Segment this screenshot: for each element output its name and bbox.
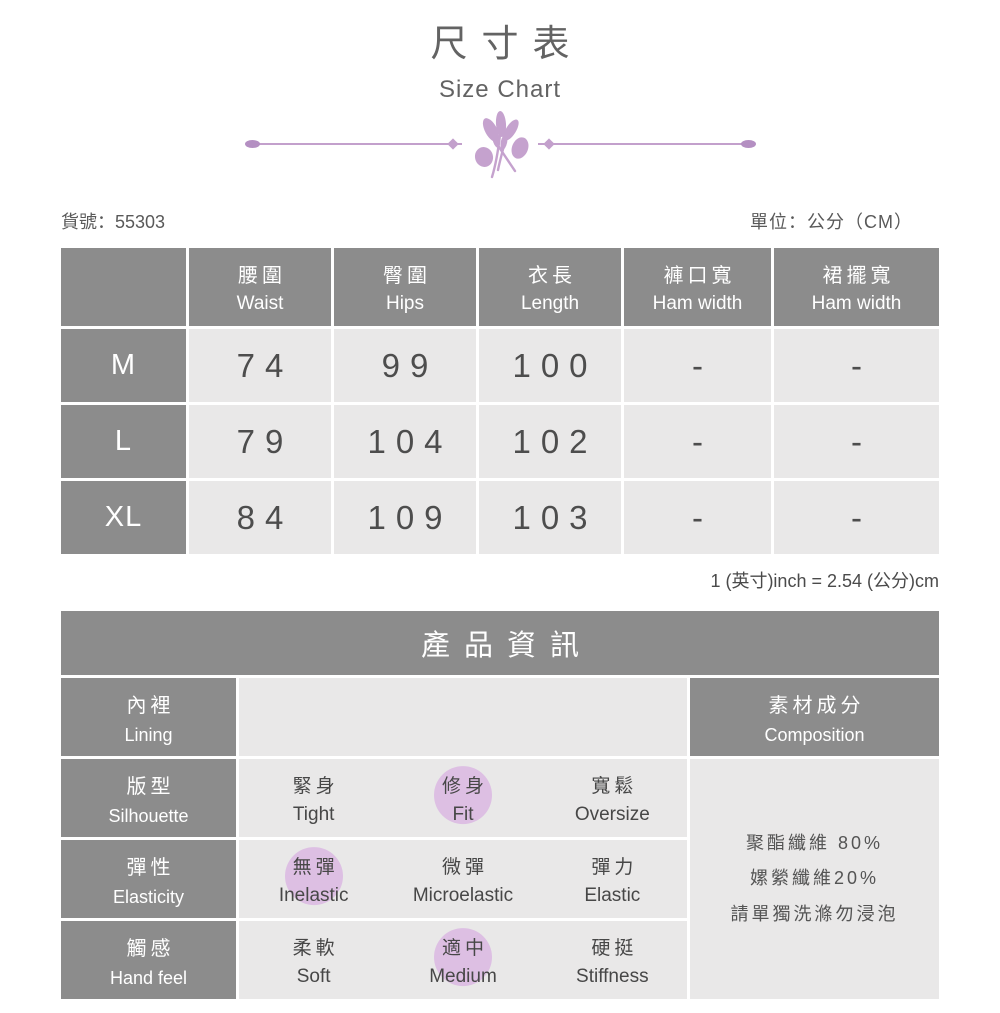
composition-content: 聚酯纖維 80% 嫘縈纖維20% 請單獨洗滌勿浸泡 — [690, 759, 939, 999]
corner-header-cell — [61, 248, 186, 326]
iris-flower-icon — [462, 109, 538, 181]
option-inelastic: 無彈 Inelastic — [239, 840, 388, 918]
divider-end-dot-left — [244, 140, 260, 148]
option-oversize: 寬鬆 Oversize — [574, 775, 650, 825]
item-number: 貨號：55303 — [61, 212, 166, 232]
option-medium: 適中 Medium — [388, 921, 537, 999]
inch-cm-conversion-note: 1 (英寸)inch = 2.54 (公分)cm — [710, 571, 939, 591]
product-info-table: 內裡 Lining 素材成分 Composition 聚酯纖維 80% 嫘縈纖維… — [61, 678, 939, 999]
size-row-label-m: M — [61, 329, 186, 402]
composition-line: 聚酯纖維 80% — [745, 833, 884, 854]
divider-end-dot-right — [740, 140, 756, 148]
option-tight: 緊身 Tight — [292, 775, 339, 825]
page-subtitle: Size Chart — [438, 76, 562, 103]
meta-row: 貨號：55303 單位：公分（CM） — [61, 208, 939, 234]
lining-empty-cell — [239, 678, 687, 756]
row-label-elasticity: 彈性 Elasticity — [61, 840, 236, 918]
elasticity-options: 無彈 Inelastic 微彈 Microelastic 彈力 Elastic — [239, 840, 687, 918]
product-info-header: 產品資訊 — [61, 611, 939, 675]
col-header-waist: 腰圍 Waist — [189, 248, 331, 326]
table-cell: - — [774, 329, 939, 402]
option-fit: 修身 Fit — [388, 759, 537, 837]
unit-label: 單位：公分（CM） — [750, 212, 913, 232]
decorative-divider — [244, 109, 756, 181]
option-soft: 柔軟 Soft — [292, 937, 339, 987]
option-elastic: 彈力 Elastic — [584, 856, 641, 906]
table-cell: 99 — [334, 329, 476, 402]
composition-line: 嫘縈纖維20% — [749, 868, 880, 889]
highlight-circle — [433, 766, 492, 825]
size-row-label-l: L — [61, 405, 186, 478]
table-cell: - — [624, 481, 771, 554]
table-cell: 84 — [189, 481, 331, 554]
table-cell: 104 — [334, 405, 476, 478]
table-cell: 79 — [189, 405, 331, 478]
composition-header: 素材成分 Composition — [690, 678, 939, 756]
table-cell: 103 — [479, 481, 621, 554]
row-label-hand-feel: 觸感 Hand feel — [61, 921, 236, 999]
table-cell: 109 — [334, 481, 476, 554]
table-cell: - — [774, 481, 939, 554]
highlight-circle — [433, 928, 492, 987]
option-stiffness: 硬挺 Stiffness — [576, 937, 649, 987]
highlight-circle — [284, 847, 343, 906]
size-row-label-xl: XL — [61, 481, 186, 554]
table-cell: - — [624, 329, 771, 402]
table-cell: 102 — [479, 405, 621, 478]
divider-diamond-left — [446, 138, 459, 150]
hand-feel-options: 柔軟 Soft 適中 Medium 硬挺 Stiffness — [239, 921, 687, 999]
page-title: 尺寸表 — [430, 23, 584, 64]
composition-line: 請單獨洗滌勿浸泡 — [730, 903, 899, 924]
table-cell: - — [774, 405, 939, 478]
option-microelastic: 微彈 Microelastic — [412, 856, 514, 906]
row-label-silhouette: 版型 Silhouette — [61, 759, 236, 837]
divider-diamond-right — [542, 138, 555, 150]
col-header-ham-width-1: 褲口寬 Ham width — [624, 248, 771, 326]
table-cell: 100 — [479, 329, 621, 402]
col-header-length: 衣長 Length — [479, 248, 621, 326]
table-cell: - — [624, 405, 771, 478]
size-table: 腰圍 Waist 臀圍 Hips 衣長 Length 褲口寬 Ham width… — [61, 248, 939, 554]
silhouette-options: 緊身 Tight 修身 Fit 寬鬆 Oversize — [239, 759, 687, 837]
col-header-hips: 臀圍 Hips — [334, 248, 476, 326]
table-cell: 74 — [189, 329, 331, 402]
row-label-lining: 內裡 Lining — [61, 678, 236, 756]
col-header-ham-width-2: 裙擺寬 Ham width — [774, 248, 939, 326]
